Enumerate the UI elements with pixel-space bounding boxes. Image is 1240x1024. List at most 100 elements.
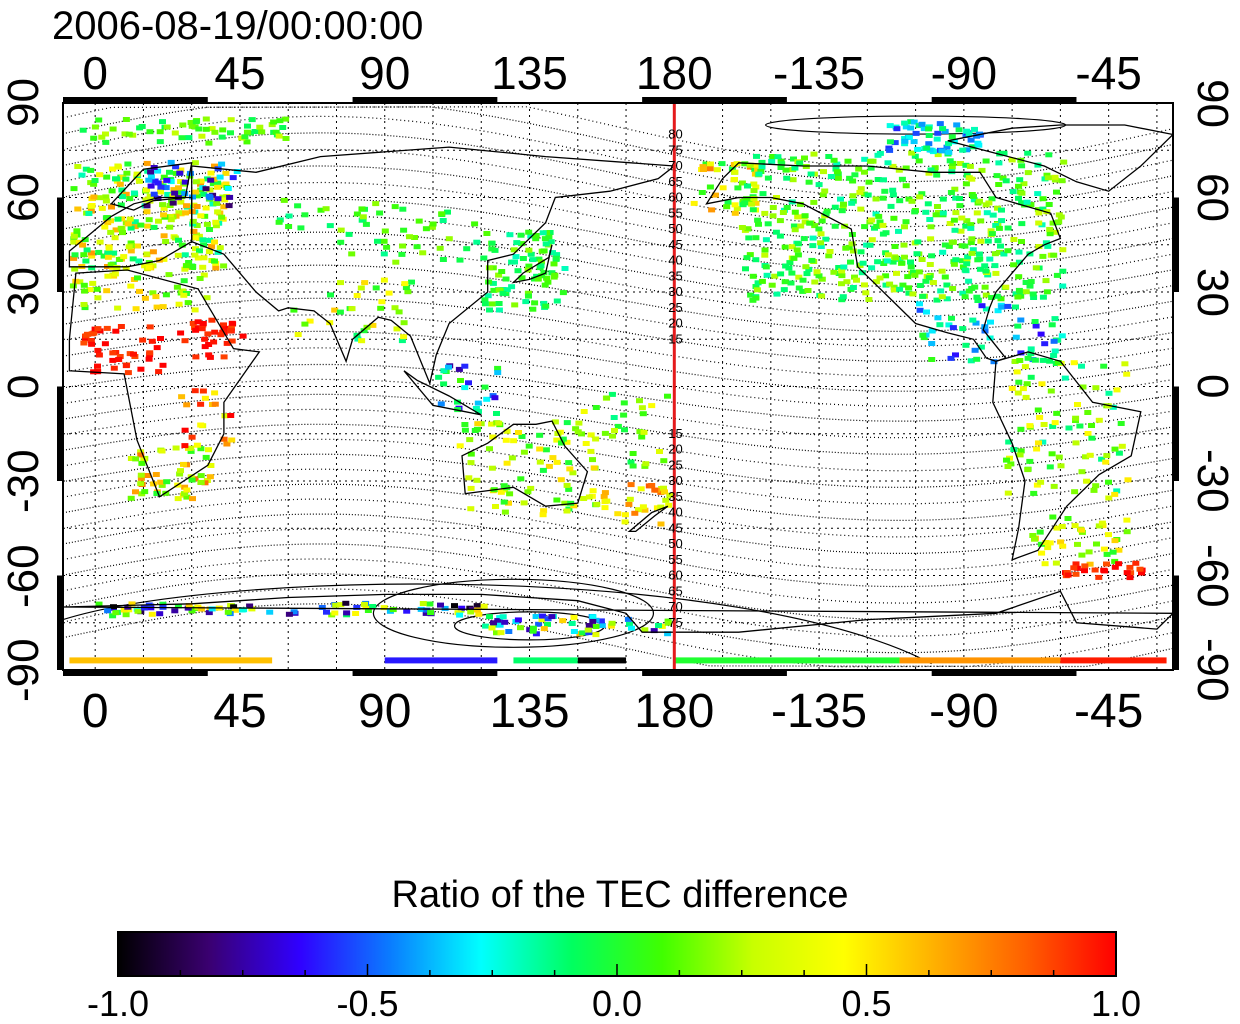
tec-cell <box>223 340 231 346</box>
tec-cell <box>525 443 533 449</box>
coast-scandinavia <box>110 162 193 211</box>
tec-cell <box>525 247 533 253</box>
tec-cell <box>967 137 975 143</box>
tec-cell <box>541 282 549 288</box>
tec-cell <box>1059 268 1067 274</box>
tec-cell <box>559 618 567 624</box>
tec-cell <box>763 272 771 278</box>
tec-cell <box>103 325 111 331</box>
tec-cell <box>532 233 540 238</box>
tec-cell <box>773 195 780 200</box>
tec-cell <box>71 252 79 258</box>
tec-cell <box>879 222 887 228</box>
tec-cell <box>621 427 628 433</box>
tec-cell <box>90 135 98 141</box>
tec-cell <box>220 326 228 332</box>
tec-cell <box>751 162 759 168</box>
tec-cell <box>501 509 509 515</box>
tec-cell <box>690 200 698 206</box>
tec-cell <box>552 255 560 261</box>
tec-cell <box>188 434 196 440</box>
tec-cell <box>1039 253 1047 259</box>
tec-cell <box>157 479 165 485</box>
tec-cell <box>762 237 770 243</box>
tec-cell <box>933 136 941 142</box>
tec-cell <box>1047 388 1055 394</box>
tec-cell <box>72 278 80 284</box>
tec-cell <box>534 276 542 282</box>
tec-cell <box>326 223 334 229</box>
tec-cell <box>967 358 975 364</box>
tec-cell <box>147 183 155 189</box>
tec-cell <box>268 122 276 128</box>
tec-cell <box>467 485 475 491</box>
tec-cell <box>181 443 189 449</box>
tec-cell <box>708 207 716 213</box>
tec-cell <box>802 264 810 270</box>
tec-cell <box>361 280 369 286</box>
tec-cell <box>241 134 249 140</box>
tec-cell <box>711 192 719 198</box>
tec-cell <box>1051 316 1059 322</box>
tec-cell <box>511 259 518 265</box>
tec-cell <box>976 256 984 262</box>
tec-cell <box>211 239 218 245</box>
tec-cell <box>764 175 772 181</box>
tec-cell <box>892 255 900 261</box>
tec-cell <box>951 227 959 233</box>
tec-cell <box>872 196 880 202</box>
tec-cell <box>542 241 550 247</box>
tec-cell <box>113 265 121 271</box>
tec-cell <box>818 218 826 224</box>
tec-cell <box>661 489 668 495</box>
tec-cell <box>1004 225 1012 231</box>
tec-cell <box>776 218 784 224</box>
tec-cell <box>172 445 180 451</box>
tec-cell <box>79 127 87 133</box>
tec-cell <box>742 266 749 272</box>
tec-cell <box>163 479 171 485</box>
tec-cell <box>181 266 189 272</box>
tec-cell <box>1046 226 1054 232</box>
tec-cell <box>358 217 366 223</box>
tec-cell <box>154 168 162 174</box>
lat-tick-right: 0 <box>1188 374 1237 399</box>
tec-cell <box>922 278 930 284</box>
magnetic-latitude-label: 35 <box>668 268 682 283</box>
tec-cell <box>480 255 488 261</box>
tec-cell <box>568 621 576 626</box>
tec-cell <box>401 281 409 287</box>
tec-cell <box>536 432 544 438</box>
tec-cell <box>1090 487 1098 493</box>
magnetic-latitude-label: 55 <box>668 205 682 220</box>
tec-cell <box>88 331 96 337</box>
tec-cell <box>497 630 505 636</box>
tec-cell <box>467 451 475 457</box>
tec-cell <box>660 458 668 464</box>
tec-cell <box>94 369 102 375</box>
tec-cell <box>149 290 157 296</box>
tec-cell <box>566 466 574 472</box>
tec-cell <box>961 294 969 300</box>
tec-cell <box>803 271 811 277</box>
tec-cell <box>817 231 825 237</box>
tec-cell <box>166 224 174 230</box>
tec-cell <box>1046 358 1054 364</box>
tec-cell <box>724 199 732 205</box>
tec-cell <box>857 186 865 192</box>
tec-cell <box>142 197 150 203</box>
tec-polar-band <box>1060 657 1167 664</box>
tec-cell <box>532 614 540 619</box>
magnetic-latitude-label: 70 <box>668 158 682 173</box>
tec-cell <box>156 139 164 145</box>
polar-contour <box>63 583 932 665</box>
tec-cell <box>112 227 120 233</box>
tec-cell <box>1103 453 1111 459</box>
lon-tick-bottom: 180 <box>634 685 715 738</box>
magnetic-contour <box>63 231 1173 302</box>
tec-cell <box>561 500 569 506</box>
lat-tick-right: 30 <box>1188 267 1237 317</box>
tec-cell <box>582 441 590 446</box>
tec-cell <box>769 154 777 159</box>
tec-cell <box>191 252 199 258</box>
